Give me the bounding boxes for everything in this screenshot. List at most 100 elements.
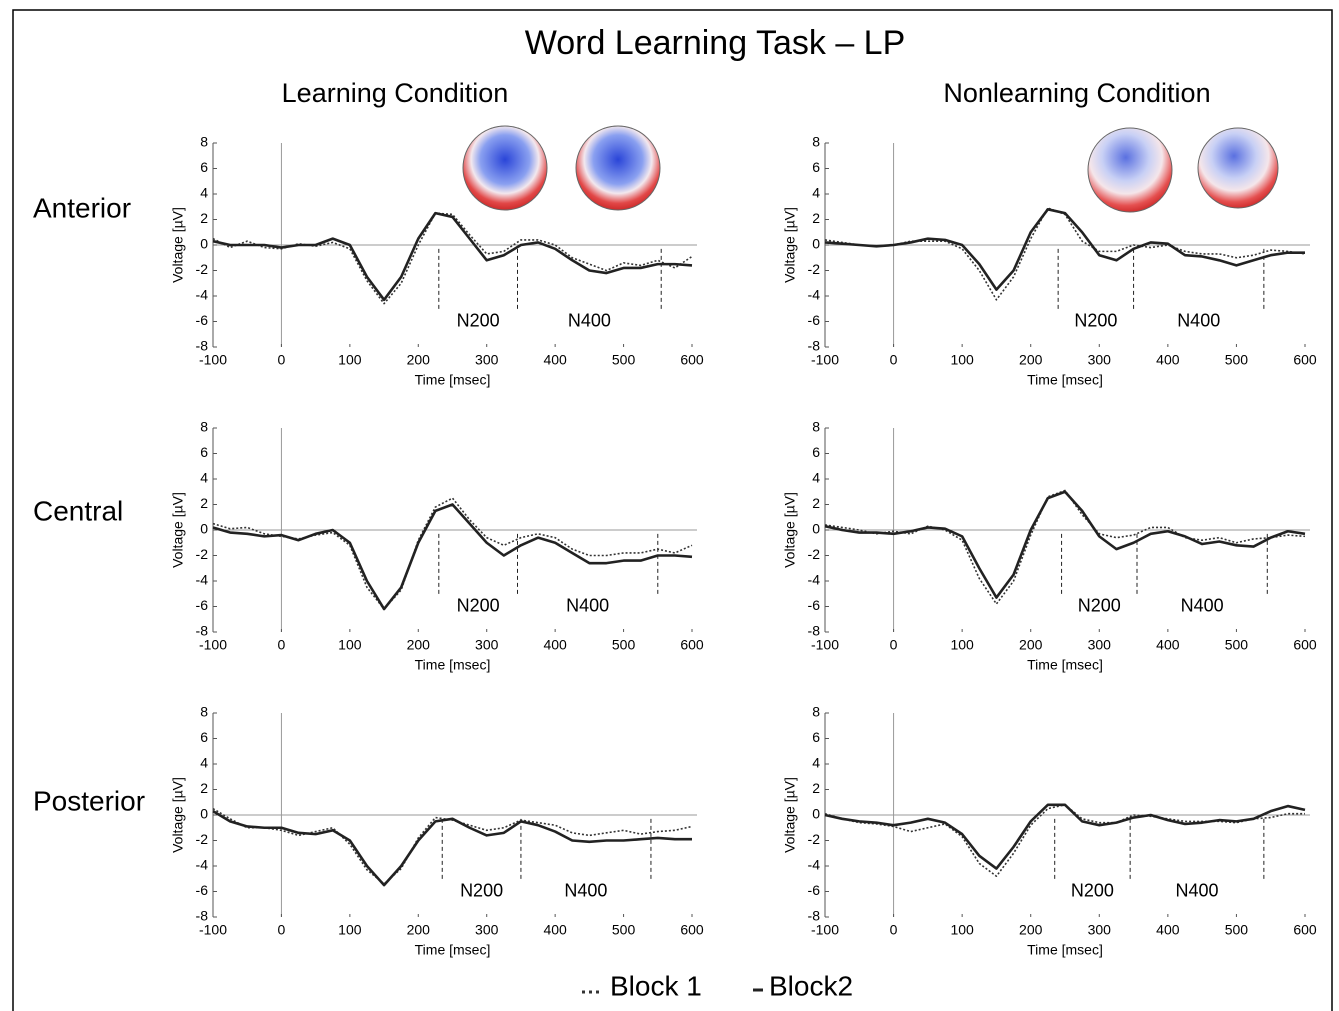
x-tick-label: 300 xyxy=(475,352,499,368)
x-tick-label: 0 xyxy=(278,352,286,368)
figure-title: Word Learning Task – LP xyxy=(525,24,906,62)
y-tick-label: 0 xyxy=(200,806,208,822)
x-tick-label: 500 xyxy=(612,922,636,938)
component-label: N400 xyxy=(1181,595,1224,615)
x-tick-label: 300 xyxy=(1088,637,1112,653)
erp-line xyxy=(212,503,693,611)
component-label: N200 xyxy=(457,310,500,330)
y-tick-label: 0 xyxy=(812,806,820,822)
y-tick-label: -4 xyxy=(196,857,209,873)
y-tick-label: -4 xyxy=(196,287,209,303)
y-tick-label: 8 xyxy=(812,134,820,150)
x-axis-label: Time [msec] xyxy=(415,942,491,958)
component-label: N400 xyxy=(564,880,607,900)
y-axis-label: Voltage [µV] xyxy=(170,777,186,853)
x-tick-label: 500 xyxy=(612,352,636,368)
y-axis-label: Voltage [µV] xyxy=(782,777,798,853)
y-axis-label: Voltage [µV] xyxy=(170,492,186,568)
x-tick-label: 400 xyxy=(1156,637,1180,653)
y-tick-label: -2 xyxy=(196,831,209,847)
x-tick-label: 100 xyxy=(338,637,362,653)
x-tick-label: -100 xyxy=(811,637,839,653)
erp-line xyxy=(212,810,692,887)
y-tick-label: 2 xyxy=(812,210,820,226)
y-tick-label: -6 xyxy=(808,882,821,898)
y-tick-label: 4 xyxy=(200,470,208,486)
x-tick-label: -100 xyxy=(811,922,839,938)
column-title: Nonlearning Condition xyxy=(943,78,1210,108)
y-tick-label: 4 xyxy=(812,470,820,486)
component-label: N400 xyxy=(1175,880,1218,900)
y-tick-label: 6 xyxy=(812,444,820,460)
x-tick-label: 500 xyxy=(1225,637,1249,653)
y-tick-label: -8 xyxy=(196,623,209,639)
y-tick-label: 8 xyxy=(812,704,820,720)
y-tick-label: -2 xyxy=(808,831,821,847)
row-label: Anterior xyxy=(33,192,131,223)
y-tick-label: -8 xyxy=(808,908,821,924)
erp-line xyxy=(824,207,1306,301)
x-tick-label: 400 xyxy=(543,352,567,368)
legend-label: Block2 xyxy=(769,970,853,1001)
x-axis-label: Time [msec] xyxy=(1027,657,1103,673)
y-tick-label: 6 xyxy=(200,444,208,460)
component-label: N400 xyxy=(1177,310,1220,330)
x-tick-label: -100 xyxy=(199,637,227,653)
y-tick-label: 0 xyxy=(812,236,820,252)
y-tick-label: -6 xyxy=(196,312,209,328)
x-axis-label: Time [msec] xyxy=(1027,372,1103,388)
erp-line xyxy=(824,804,1305,877)
y-tick-label: -2 xyxy=(808,546,821,562)
erp-line xyxy=(824,489,1306,605)
row-label: Posterior xyxy=(33,785,145,816)
y-tick-label: 4 xyxy=(812,185,820,201)
x-tick-label: 200 xyxy=(1019,922,1043,938)
component-label: N400 xyxy=(566,595,609,615)
y-tick-label: -4 xyxy=(808,287,821,303)
y-tick-label: 6 xyxy=(200,159,208,175)
row-label: Central xyxy=(33,495,123,526)
x-tick-label: 300 xyxy=(475,637,499,653)
y-tick-label: -6 xyxy=(196,597,209,613)
x-tick-label: -100 xyxy=(199,352,227,368)
figure-border xyxy=(12,9,1333,1011)
y-tick-label: 4 xyxy=(200,755,208,771)
y-tick-label: 6 xyxy=(812,729,820,745)
x-tick-label: 100 xyxy=(950,637,974,653)
y-tick-label: 0 xyxy=(200,236,208,252)
erp-line xyxy=(212,497,693,610)
x-tick-label: 0 xyxy=(278,637,286,653)
y-tick-label: -6 xyxy=(196,882,209,898)
x-axis-label: Time [msec] xyxy=(1027,942,1103,958)
y-tick-label: -8 xyxy=(196,338,209,354)
x-tick-label: 600 xyxy=(1293,352,1317,368)
y-tick-label: 6 xyxy=(812,159,820,175)
y-tick-label: 0 xyxy=(200,521,208,537)
y-tick-label: 8 xyxy=(812,419,820,435)
y-tick-label: -8 xyxy=(808,338,821,354)
x-tick-label: 200 xyxy=(1019,637,1043,653)
x-tick-label: 100 xyxy=(950,922,974,938)
y-tick-label: -2 xyxy=(196,261,209,277)
x-tick-label: 300 xyxy=(475,922,499,938)
x-tick-label: 600 xyxy=(680,637,704,653)
x-tick-label: 0 xyxy=(890,637,898,653)
y-tick-label: 8 xyxy=(200,419,208,435)
x-tick-label: 400 xyxy=(543,637,567,653)
x-axis-label: Time [msec] xyxy=(415,657,491,673)
y-tick-label: -6 xyxy=(808,312,821,328)
x-tick-label: 600 xyxy=(1293,922,1317,938)
x-tick-label: 500 xyxy=(612,637,636,653)
y-tick-label: 2 xyxy=(812,780,820,796)
y-tick-label: -4 xyxy=(808,857,821,873)
y-tick-label: 2 xyxy=(812,495,820,511)
x-tick-label: 600 xyxy=(680,922,704,938)
component-label: N200 xyxy=(1078,595,1121,615)
erp-line xyxy=(824,803,1306,870)
x-tick-label: 400 xyxy=(1156,922,1180,938)
x-tick-label: 100 xyxy=(950,352,974,368)
topomaps xyxy=(462,125,1279,213)
x-tick-label: 300 xyxy=(1088,922,1112,938)
x-tick-label: 300 xyxy=(1088,352,1112,368)
